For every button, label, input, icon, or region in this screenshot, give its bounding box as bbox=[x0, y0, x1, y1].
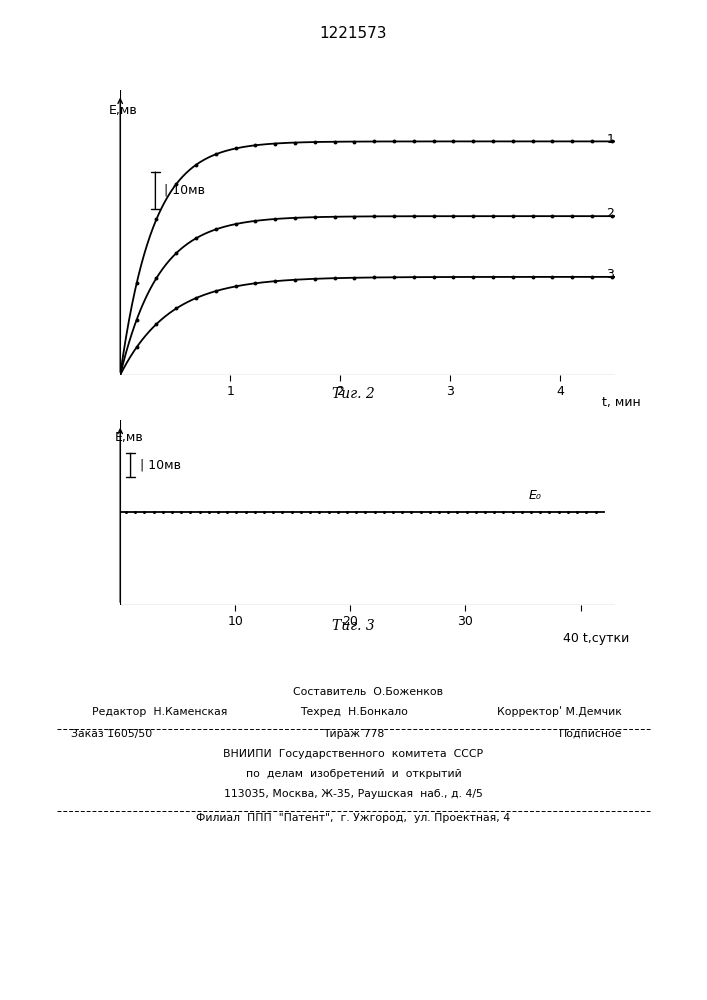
Text: E₀: E₀ bbox=[529, 489, 542, 502]
Text: E,мв: E,мв bbox=[115, 431, 144, 444]
Text: Филиал  ППП  "Патент",  г. Ужгород,  ул. Проектная, 4: Филиал ППП "Патент", г. Ужгород, ул. Про… bbox=[197, 813, 510, 823]
Text: 3: 3 bbox=[607, 268, 614, 281]
Text: Тираж 778: Тираж 778 bbox=[323, 729, 384, 739]
Text: t, мин: t, мин bbox=[602, 396, 641, 409]
Text: Подписное: Подписное bbox=[559, 729, 622, 739]
Text: Составитель  О.Боженков: Составитель О.Боженков bbox=[293, 687, 443, 697]
Text: 1: 1 bbox=[607, 133, 614, 146]
Text: ВНИИПИ  Государственного  комитета  СССР: ВНИИПИ Государственного комитета СССР bbox=[223, 749, 484, 759]
Text: Редактор  Н.Каменская: Редактор Н.Каменская bbox=[92, 707, 227, 717]
Text: Τиг. 2: Τиг. 2 bbox=[332, 387, 375, 401]
Text: Заказ 1605/50: Заказ 1605/50 bbox=[71, 729, 152, 739]
Text: 1221573: 1221573 bbox=[320, 26, 387, 41]
Text: | 10мв: | 10мв bbox=[140, 459, 181, 472]
Text: 2: 2 bbox=[607, 207, 614, 220]
Text: по  делам  изобретений  и  открытий: по делам изобретений и открытий bbox=[245, 769, 462, 779]
Text: 113035, Москва, Ж-35, Раушская  наб., д. 4/5: 113035, Москва, Ж-35, Раушская наб., д. … bbox=[224, 789, 483, 799]
Text: Τиг. 3: Τиг. 3 bbox=[332, 619, 375, 633]
Text: Корректорʹ М.Демчик: Корректорʹ М.Демчик bbox=[497, 706, 622, 717]
Text: E,мв: E,мв bbox=[109, 104, 138, 117]
Text: | 10мв: | 10мв bbox=[164, 184, 205, 197]
Text: 40 t,сутки: 40 t,сутки bbox=[563, 632, 629, 645]
Text: Техред  Н.Бонкало: Техред Н.Бонкало bbox=[300, 707, 407, 717]
